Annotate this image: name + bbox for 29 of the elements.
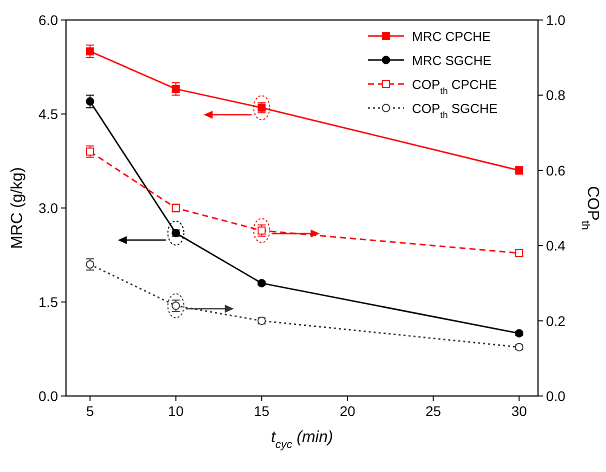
x-tick-label: 5: [86, 403, 94, 419]
x-tick-label: 10: [168, 403, 184, 419]
y-tick-label: 3.0: [38, 200, 58, 216]
x-axis-title: t$_{cyc}$ (min): [270, 429, 334, 451]
point: [86, 97, 94, 106]
y2-tick-label: 0.0: [546, 388, 566, 404]
legend-label: COP$_{th}$ SGCHE: [412, 101, 498, 120]
y-tick-label: 1.5: [38, 294, 58, 310]
y2-tick-label: 0.2: [546, 312, 566, 329]
x-tick-label: 25: [426, 403, 442, 419]
x-tick-label: 20: [340, 403, 356, 419]
y-tick-label: 4.5: [38, 106, 58, 122]
point: [86, 260, 94, 269]
legend-label: COP$_{th}$ CPCHE: [412, 77, 498, 96]
y2-tick-label: 1.0: [546, 12, 566, 28]
y-tick-label: 0.0: [38, 388, 58, 404]
x-tick-label: 30: [511, 403, 528, 419]
legend-label: MRC CPCHE: [412, 29, 492, 44]
y-tick-label: 6.0: [38, 12, 58, 28]
legend-label: MRC SGCHE: [412, 53, 492, 68]
x-tick-label: 15: [254, 403, 270, 419]
point: [86, 47, 94, 56]
point: [514, 329, 524, 338]
point: [172, 84, 180, 93]
y2-tick-label: 0.4: [546, 238, 566, 254]
y2-tick-label: 0.6: [546, 162, 566, 178]
y-axis-title: MRC (g/kg): [9, 167, 26, 249]
point: [86, 148, 94, 156]
y2-tick-label: 0.8: [546, 87, 566, 104]
